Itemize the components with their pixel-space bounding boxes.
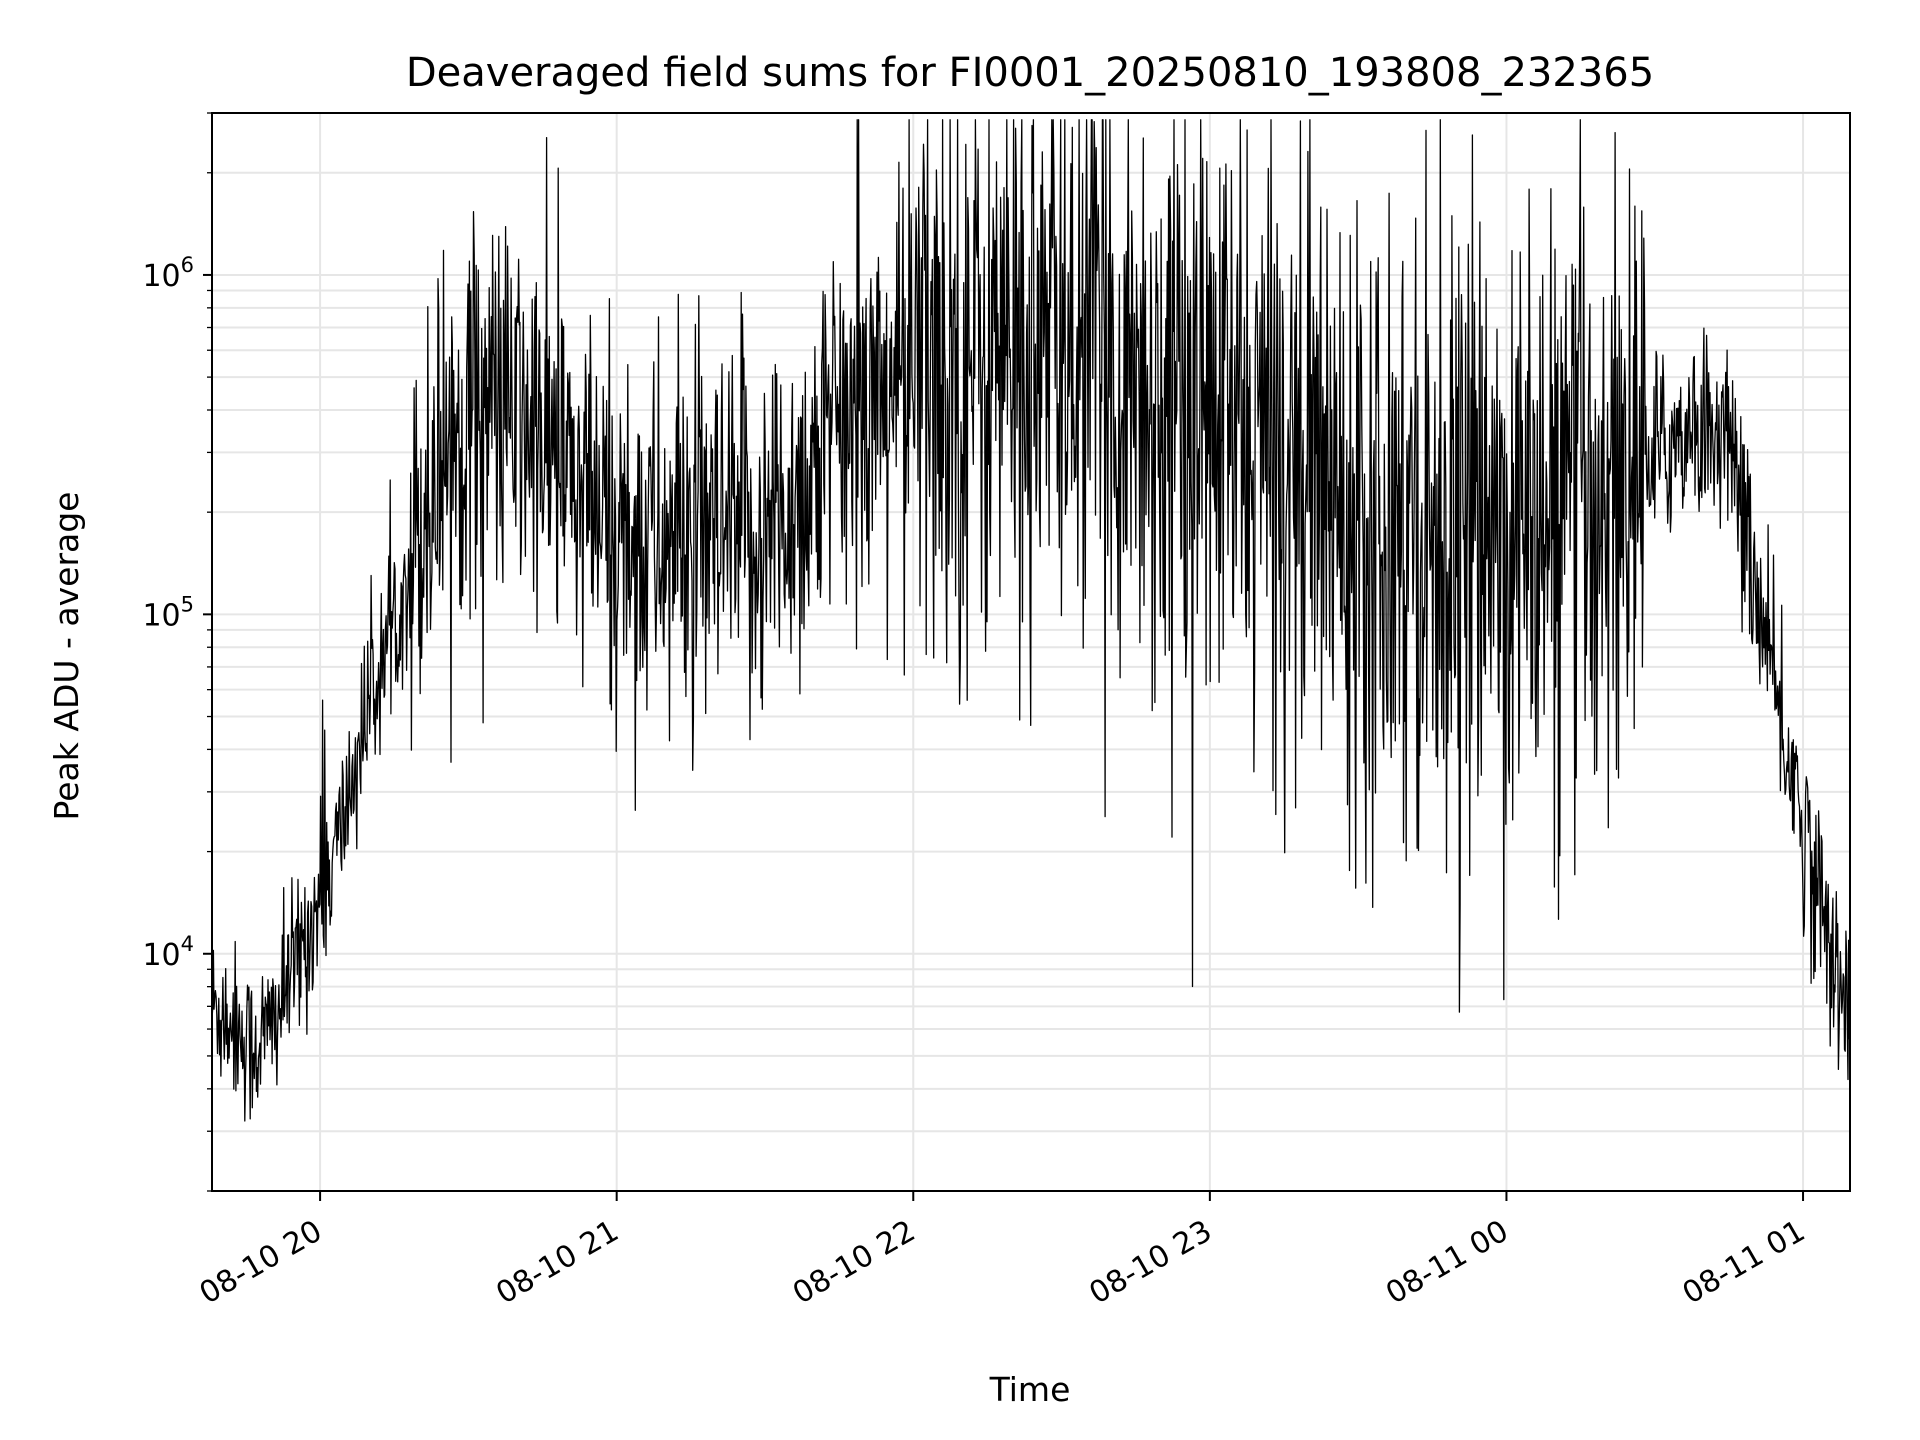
x-tick-label: 08-10 23 [1084, 1214, 1218, 1312]
y-tick-label: 104 [142, 932, 194, 973]
y-axis-label: Peak ADU - average [47, 492, 86, 821]
x-axis-label: Time [989, 1370, 1071, 1409]
x-tick-label: 08-11 00 [1380, 1214, 1514, 1312]
series-layer [211, 119, 1851, 1122]
x-tick-label: 08-10 22 [787, 1214, 921, 1312]
y-tick-label: 106 [142, 253, 194, 294]
series-line-0 [211, 119, 1851, 1122]
x-tick-label: 08-10 21 [490, 1214, 624, 1312]
chart-title: Deaveraged field sums for FI0001_2025081… [406, 50, 1654, 96]
plot-frame [211, 112, 1851, 1192]
x-tick-label: 08-11 01 [1677, 1214, 1811, 1312]
x-tick-label: 08-10 20 [194, 1214, 328, 1312]
y-tick-label: 105 [142, 592, 194, 633]
x-axis: 08-10 20 08-10 21 08-10 22 08-10 23 08-11 00… [194, 1191, 1811, 1311]
y-axis: 104 105 106 [142, 112, 212, 1192]
